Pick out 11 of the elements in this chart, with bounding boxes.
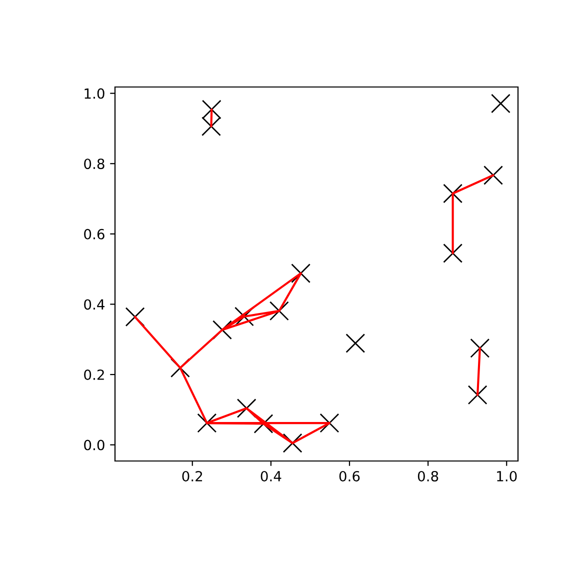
y-tick-label: 0.2 (84, 370, 104, 380)
y-tick-label: 1.0 (84, 88, 104, 99)
y-tick-label: 0.8 (84, 158, 104, 170)
y-tick-label: 0.4 (84, 299, 104, 310)
x-tick-label: 0.8 (418, 470, 438, 482)
y-tick-label: 0.0 (84, 440, 104, 450)
x-tick-label: 0.2 (182, 470, 202, 482)
x-tick-label: 0.6 (339, 470, 360, 482)
x-tick-label: 1.0 (497, 470, 517, 482)
x-tick-label: 0.4 (260, 470, 282, 482)
y-tick-label: 0.6 (84, 228, 104, 240)
